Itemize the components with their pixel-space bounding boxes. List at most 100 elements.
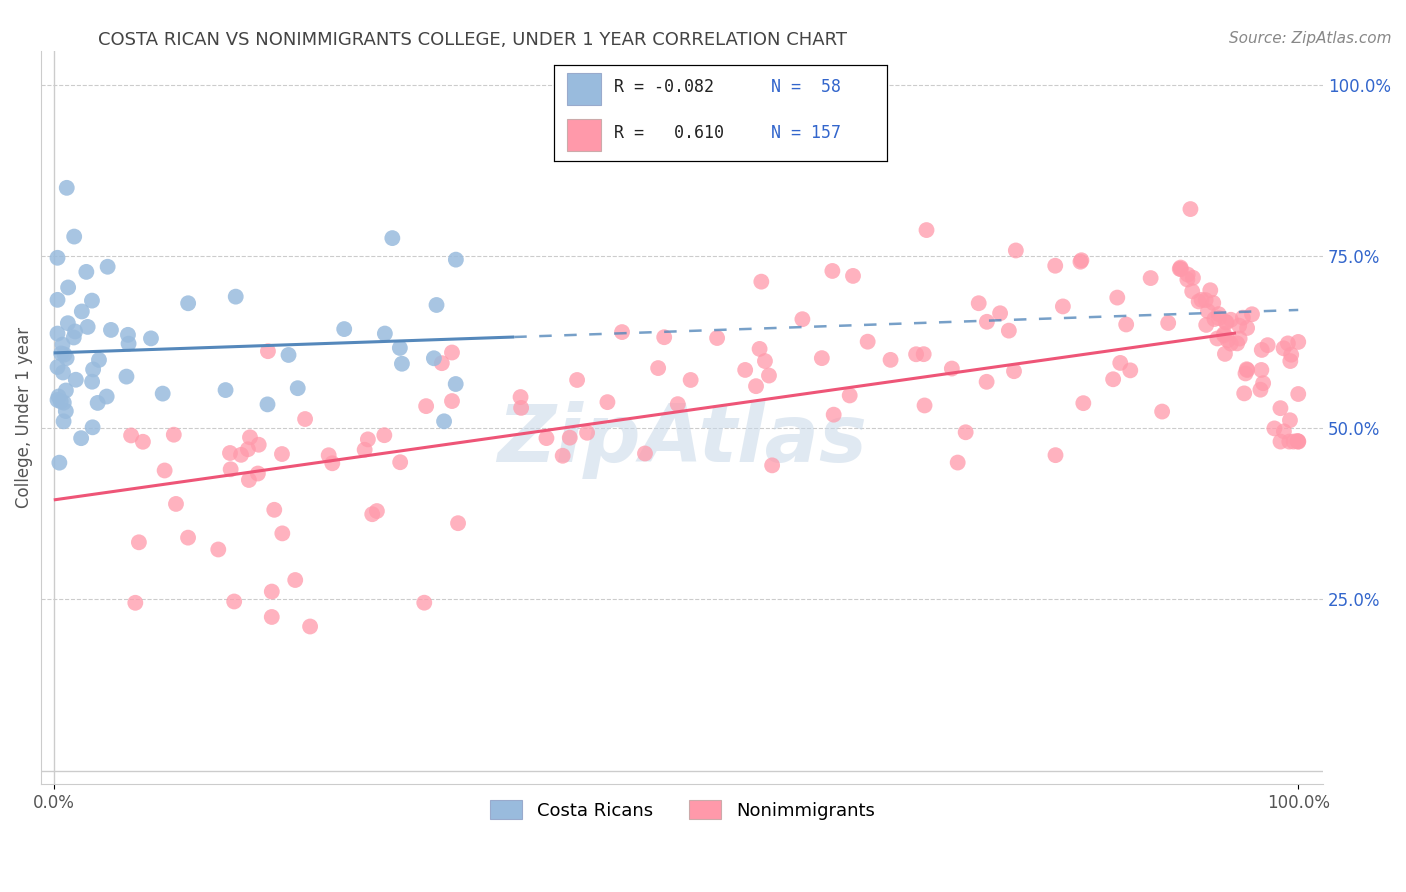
Point bbox=[391, 357, 413, 371]
Point bbox=[48, 456, 70, 470]
Point bbox=[56, 316, 79, 330]
Point bbox=[1102, 372, 1125, 386]
Text: ZipAtlas: ZipAtlas bbox=[498, 401, 868, 479]
Point bbox=[1236, 363, 1258, 377]
Point bbox=[1045, 259, 1067, 273]
Point bbox=[1052, 300, 1074, 314]
Point bbox=[1070, 253, 1092, 268]
Y-axis label: College, Under 1 year: College, Under 1 year bbox=[15, 327, 32, 508]
Point bbox=[86, 396, 108, 410]
Point bbox=[510, 401, 533, 415]
Point bbox=[879, 352, 901, 367]
Point bbox=[1045, 448, 1067, 462]
Point bbox=[941, 361, 963, 376]
Point bbox=[1005, 244, 1028, 258]
Point bbox=[239, 430, 262, 444]
Point bbox=[976, 375, 998, 389]
Point bbox=[1227, 318, 1250, 333]
Point bbox=[294, 412, 316, 426]
Point bbox=[1279, 354, 1302, 368]
Point bbox=[51, 346, 73, 360]
Point bbox=[1250, 343, 1272, 357]
Point bbox=[1208, 307, 1230, 321]
Point bbox=[373, 428, 395, 442]
Point bbox=[1234, 367, 1257, 381]
Point bbox=[62, 330, 84, 344]
Point bbox=[70, 304, 93, 318]
Point bbox=[1278, 434, 1301, 449]
Point bbox=[55, 404, 77, 418]
Point bbox=[821, 264, 844, 278]
Point bbox=[1195, 318, 1218, 332]
Point bbox=[1263, 421, 1285, 435]
Point bbox=[357, 433, 380, 447]
Point bbox=[97, 260, 120, 274]
Point bbox=[1168, 261, 1191, 276]
Point bbox=[1270, 434, 1292, 449]
Text: Source: ZipAtlas.com: Source: ZipAtlas.com bbox=[1229, 31, 1392, 46]
Point bbox=[128, 535, 150, 549]
Point bbox=[271, 526, 294, 541]
Point bbox=[52, 395, 75, 409]
Point bbox=[1181, 285, 1204, 299]
Point bbox=[1249, 383, 1271, 397]
Point bbox=[1197, 304, 1219, 318]
Point bbox=[287, 381, 309, 395]
Point bbox=[214, 383, 236, 397]
Point bbox=[1236, 362, 1258, 376]
Point bbox=[1286, 434, 1309, 449]
Point bbox=[46, 392, 69, 407]
Point bbox=[1194, 293, 1216, 307]
Point bbox=[246, 467, 269, 481]
Point bbox=[758, 368, 780, 383]
Point bbox=[565, 373, 588, 387]
Point bbox=[318, 448, 340, 462]
Point bbox=[1233, 386, 1256, 401]
Point bbox=[165, 497, 187, 511]
Point bbox=[1157, 316, 1180, 330]
Point bbox=[811, 351, 834, 365]
Point bbox=[260, 610, 283, 624]
Point bbox=[1215, 316, 1237, 330]
Point bbox=[652, 330, 675, 344]
Point bbox=[55, 351, 77, 365]
Point bbox=[1286, 434, 1309, 448]
Point bbox=[1073, 396, 1095, 410]
Point bbox=[998, 324, 1021, 338]
Legend: Costa Ricans, Nonimmigrants: Costa Ricans, Nonimmigrants bbox=[482, 793, 882, 827]
Point bbox=[915, 223, 938, 237]
Point bbox=[63, 325, 86, 339]
Point bbox=[299, 619, 322, 633]
Point bbox=[366, 504, 388, 518]
Point bbox=[425, 298, 447, 312]
Point bbox=[1119, 363, 1142, 377]
Point bbox=[381, 231, 404, 245]
Point bbox=[257, 344, 280, 359]
Point bbox=[1204, 312, 1226, 326]
Point bbox=[256, 397, 278, 411]
Point bbox=[440, 394, 463, 409]
Point bbox=[1181, 270, 1204, 285]
Point bbox=[988, 306, 1011, 320]
Point bbox=[610, 325, 633, 339]
Point bbox=[761, 458, 783, 473]
Point bbox=[1002, 364, 1025, 378]
Point bbox=[1208, 311, 1230, 326]
Point bbox=[1177, 272, 1199, 286]
Point bbox=[1177, 268, 1199, 282]
Point bbox=[55, 384, 77, 398]
Text: COSTA RICAN VS NONIMMIGRANTS COLLEGE, UNDER 1 YEAR CORRELATION CHART: COSTA RICAN VS NONIMMIGRANTS COLLEGE, UN… bbox=[98, 31, 848, 49]
Point bbox=[53, 347, 76, 361]
Point bbox=[838, 388, 860, 402]
Point bbox=[1250, 363, 1272, 377]
Point bbox=[163, 427, 186, 442]
Point bbox=[1213, 326, 1236, 341]
Point bbox=[82, 362, 104, 376]
Point bbox=[1229, 332, 1251, 346]
Point bbox=[1213, 328, 1236, 343]
Point bbox=[321, 456, 343, 470]
Point bbox=[82, 375, 104, 389]
Point bbox=[1180, 202, 1202, 216]
Point bbox=[1202, 296, 1225, 310]
Point bbox=[100, 323, 122, 337]
